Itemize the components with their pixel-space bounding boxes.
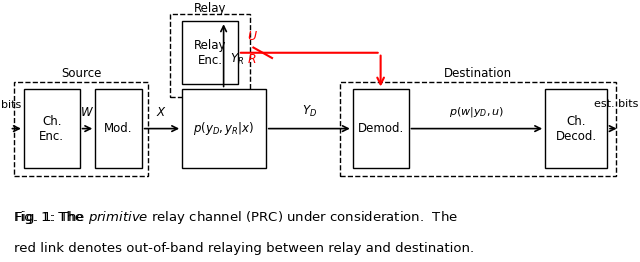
Text: $W$: $W$: [80, 106, 94, 119]
Text: $U$: $U$: [247, 30, 258, 43]
Text: $X$: $X$: [156, 106, 167, 119]
Text: red link denotes out-of-band relaying between relay and destination.: red link denotes out-of-band relaying be…: [15, 242, 475, 255]
FancyBboxPatch shape: [353, 89, 408, 168]
Text: Demod.: Demod.: [358, 122, 404, 135]
Text: Relay: Relay: [194, 2, 226, 15]
Text: Mod.: Mod.: [104, 122, 132, 135]
Text: Source: Source: [61, 67, 101, 80]
FancyBboxPatch shape: [182, 89, 266, 168]
Text: bits: bits: [1, 100, 22, 110]
Text: est. bits: est. bits: [594, 99, 638, 109]
Text: Ch.
Enc.: Ch. Enc.: [39, 114, 64, 143]
Text: Destination: Destination: [444, 67, 513, 80]
Text: $Y_D$: $Y_D$: [301, 104, 317, 119]
Text: $p(w|y_D, u)$: $p(w|y_D, u)$: [449, 105, 504, 119]
Text: $R$: $R$: [247, 53, 257, 66]
FancyBboxPatch shape: [24, 89, 79, 168]
Text: Fig. 1: The $\mathit{primitive}$ relay channel (PRC) under consideration.  The: Fig. 1: The $\mathit{primitive}$ relay c…: [15, 209, 458, 226]
FancyBboxPatch shape: [182, 21, 238, 84]
Text: $Y_R$: $Y_R$: [230, 52, 244, 67]
Text: Ch.
Decod.: Ch. Decod.: [556, 114, 596, 143]
FancyBboxPatch shape: [95, 89, 141, 168]
Text: $p(y_D,y_R|x)$: $p(y_D,y_R|x)$: [193, 120, 255, 137]
Text: Relay
Enc.: Relay Enc.: [194, 39, 226, 67]
Text: Fig. 1: The: Fig. 1: The: [15, 211, 88, 224]
FancyBboxPatch shape: [545, 89, 607, 168]
